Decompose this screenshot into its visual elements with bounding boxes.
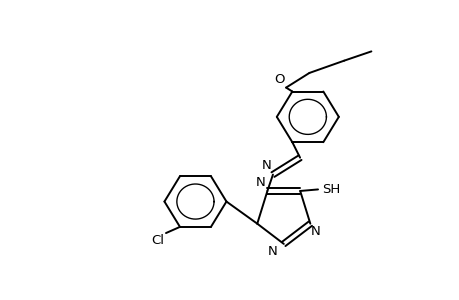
- Text: N: N: [261, 159, 271, 172]
- Text: O: O: [274, 73, 284, 86]
- Text: N: N: [267, 245, 277, 258]
- Text: SH: SH: [321, 183, 339, 196]
- Text: Cl: Cl: [151, 234, 164, 247]
- Text: N: N: [255, 176, 264, 189]
- Text: N: N: [310, 225, 320, 238]
